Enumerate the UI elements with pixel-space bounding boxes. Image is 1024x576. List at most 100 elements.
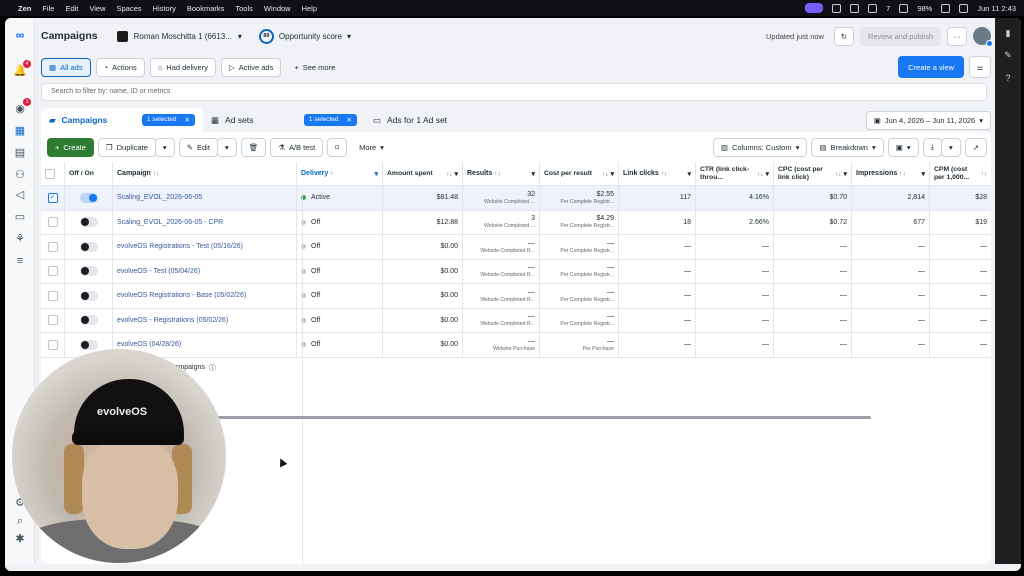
checkbox[interactable] — [45, 168, 55, 179]
toggle-cell[interactable] — [65, 284, 113, 308]
row-checkbox-cell[interactable] — [41, 259, 65, 283]
customize-icon[interactable]: ⚌ — [969, 56, 991, 78]
tab-campaigns[interactable]: ▰ Campaigns 1 selected ✕ — [41, 108, 203, 132]
campaign-toggle[interactable] — [79, 241, 98, 252]
battery-level[interactable]: 98% — [917, 3, 933, 13]
row-checkbox-cell[interactable] — [41, 333, 65, 357]
meta-logo-icon[interactable]: ∞ — [15, 28, 25, 42]
refresh-button[interactable]: ↻ — [833, 26, 854, 46]
checkbox[interactable]: ✓ — [47, 192, 58, 203]
campaign-toggle[interactable] — [79, 315, 98, 326]
campaign-name-link[interactable]: Scaling_EVOL_2026-06-05 — [117, 194, 203, 202]
checkbox[interactable] — [47, 315, 58, 326]
see-more-button[interactable]: + See more — [286, 58, 343, 77]
campaign-toggle[interactable] — [79, 217, 98, 228]
campaign-toggle[interactable] — [79, 339, 98, 350]
account-icon[interactable]: ◉ — [15, 103, 25, 115]
menu-file[interactable]: File — [42, 3, 55, 13]
review-publish-button[interactable]: Review and publish — [859, 26, 941, 46]
campaign-toggle[interactable] — [79, 266, 98, 277]
checkbox[interactable] — [47, 217, 58, 228]
campaign-name-link[interactable]: evolveOS Registrations - Base (05/02/26) — [117, 292, 247, 300]
pencil-icon[interactable]: ✎ — [1004, 50, 1012, 60]
header-link-clicks[interactable]: Link clicks ↑↓ ▾ — [619, 162, 696, 185]
opportunity-score[interactable]: 89 Opportunity score ▾ — [258, 28, 351, 44]
ab-test-button[interactable]: ⚗ A/B test — [270, 137, 324, 157]
tab-ad-sets[interactable]: ▦ Ad sets 1 selected ✕ — [203, 108, 365, 132]
header-impressions[interactable]: Impressions ↑↓ ▾ — [852, 162, 930, 185]
menu-edit[interactable]: Edit — [65, 3, 79, 13]
pages-icon[interactable]: ▤ — [14, 147, 26, 159]
more-button[interactable]: More ▾ — [351, 138, 392, 157]
menu-view[interactable]: View — [89, 3, 106, 13]
campaign-name-cell[interactable]: evolveOS Registrations - Test (05/16/26) — [113, 235, 297, 259]
header-delivery[interactable]: Delivery ↑ ▾ — [297, 162, 383, 185]
header-ctr[interactable]: CTR (link click-throu... ↑↓ ▾ — [696, 162, 774, 185]
campaign-toggle[interactable] — [79, 290, 98, 301]
row-checkbox-cell[interactable] — [41, 308, 65, 332]
campaign-toggle[interactable] — [79, 192, 98, 203]
close-icon[interactable]: ✕ — [346, 117, 352, 124]
columns-button[interactable]: ▥ Columns: Custom ▾ — [712, 137, 808, 157]
checkbox[interactable] — [47, 266, 58, 277]
campaign-name-cell[interactable]: evolveOS - Registrations (05/02/26) — [113, 308, 297, 332]
campaign-name-link[interactable]: Scaling_EVOL_2026-06-05 - CPR — [117, 218, 224, 226]
table-row[interactable]: Scaling_EVOL_2026-06-05 - CPR Off $12.88 3 W… — [41, 210, 991, 235]
header-select-all[interactable] — [41, 162, 65, 185]
menu-history[interactable]: History — [152, 3, 176, 13]
campaign-name-cell[interactable]: Scaling_EVOL_2026-06-05 — [113, 186, 297, 210]
bug-icon[interactable]: ✱ — [15, 533, 25, 545]
toggle-cell[interactable] — [65, 186, 113, 210]
settings-icon[interactable]: ⚙ — [15, 497, 25, 509]
info-icon[interactable]: ⓘ — [208, 364, 216, 372]
tab-ads[interactable]: ▭ Ads for 1 Ad set — [365, 108, 455, 132]
header-campaign[interactable]: Campaign ↑↓ — [113, 162, 297, 185]
campaign-name-cell[interactable]: evolveOS (04/28/26) — [113, 333, 297, 357]
table-row[interactable]: evolveOS - Test (05/04/26) Off $0.00— Websi… — [41, 259, 991, 284]
menu-help[interactable]: Help — [301, 3, 318, 13]
menu-spaces[interactable]: Spaces — [116, 3, 142, 13]
menu-bookmarks[interactable]: Bookmarks — [186, 3, 225, 13]
toggle-cell[interactable] — [65, 333, 113, 357]
checkbox[interactable] — [47, 339, 58, 350]
toggle-cell[interactable] — [65, 235, 113, 259]
campaign-name-link[interactable]: evolveOS - Test (05/04/26) — [117, 267, 201, 275]
export-dropdown[interactable]: ▾ — [940, 137, 961, 157]
menu-lines-icon[interactable]: ≡ — [16, 255, 24, 267]
table-row[interactable]: evolveOS - Registrations (05/02/26) Off $0… — [41, 308, 991, 333]
control-center-icon[interactable] — [959, 3, 969, 13]
header-cpc[interactable]: CPC (cost per link click) ↑↓ ▾ — [774, 162, 852, 185]
chart-icon[interactable]: ▮ — [1005, 28, 1011, 38]
duplicate-dropdown[interactable]: ▾ — [154, 137, 175, 157]
campaign-name-cell[interactable]: evolveOS - Test (05/04/26) — [113, 259, 297, 283]
filter-all-ads[interactable]: ▦ All ads — [41, 57, 91, 77]
megaphone-icon[interactable]: ◁ — [15, 189, 25, 201]
table-row[interactable]: evolveOS Registrations - Base (05/02/26)… — [41, 284, 991, 309]
horizontal-scrollbar[interactable] — [211, 416, 871, 419]
search-input[interactable]: Search to filter by: name, ID or metrics — [41, 83, 987, 101]
filter-had-delivery[interactable]: ⌂ Had delivery — [149, 57, 216, 77]
campaigns-selected-chip[interactable]: 1 selected ✕ — [141, 114, 195, 126]
row-checkbox-cell[interactable] — [41, 284, 65, 308]
header-cost-per-result[interactable]: Cost per result ↑↓ ▾ — [540, 162, 619, 185]
row-checkbox-cell[interactable] — [41, 235, 65, 259]
record-icon[interactable] — [850, 3, 860, 13]
row-checkbox-cell[interactable]: ✓ — [41, 186, 65, 210]
bluetooth-icon[interactable] — [899, 3, 909, 13]
wifi-icon[interactable] — [941, 3, 951, 13]
create-view-button[interactable]: Create a view — [898, 56, 964, 78]
header-cpm[interactable]: CPM (cost per 1,000... ↑↓ — [930, 162, 991, 185]
menu-app-name[interactable]: Zen — [18, 3, 32, 13]
billing-icon[interactable]: ▭ — [14, 211, 26, 223]
campaign-name-cell[interactable]: Scaling_EVOL_2026-06-05 - CPR — [113, 210, 297, 234]
adsets-selected-chip[interactable]: 1 selected ✕ — [303, 114, 357, 126]
account-selector[interactable]: Roman Moschitta 1 (6613... ▾ — [110, 28, 249, 45]
campaign-name-cell[interactable]: evolveOS Registrations - Base (05/02/26) — [113, 284, 297, 308]
checkbox[interactable] — [47, 241, 58, 252]
extension-icon[interactable] — [868, 3, 878, 13]
tag-button[interactable]: ⌑ — [327, 137, 348, 157]
campaigns-table-icon[interactable]: ▦ — [14, 125, 26, 137]
export-button[interactable]: ⤓ — [922, 137, 942, 157]
toggle-cell[interactable] — [65, 210, 113, 234]
campaign-name-link[interactable]: evolveOS - Registrations (05/02/26) — [117, 316, 229, 324]
